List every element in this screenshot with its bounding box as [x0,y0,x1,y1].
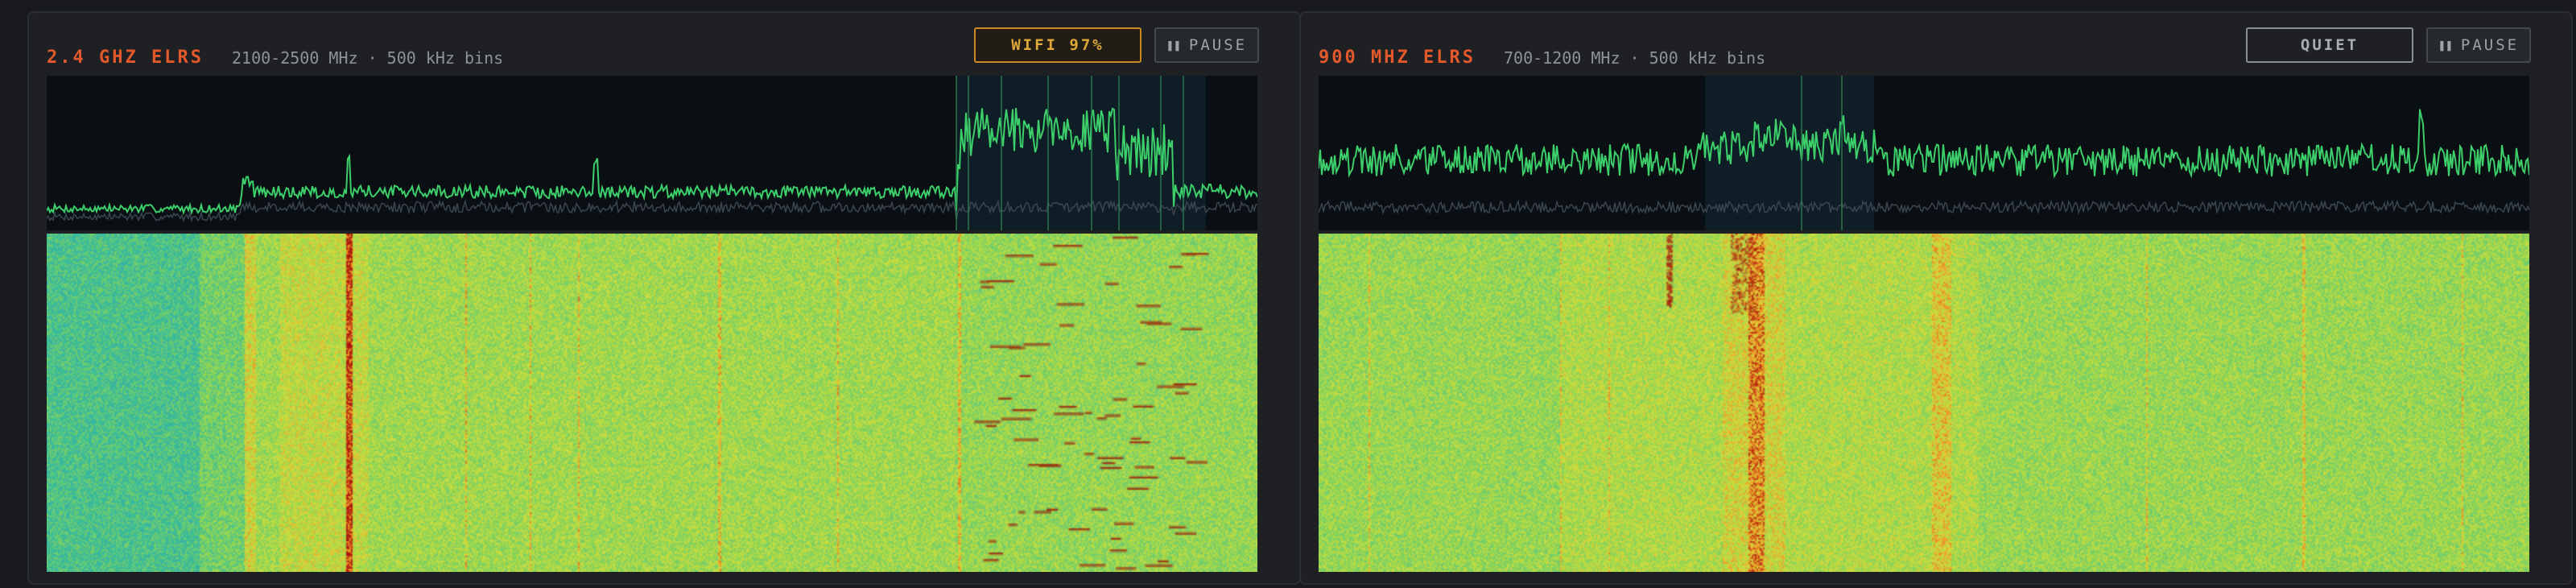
panel-subtitle: 700-1200 MHz · 500 kHz bins [1504,48,1766,68]
pause-icon: ❚❚ [2438,38,2453,52]
status-badge: QUIET [2246,27,2413,63]
spectrum-live-trace [47,107,1257,216]
spectrum-trace-plot [1319,76,2529,230]
spectrum-hold-trace [1319,199,2529,215]
waterfall-canvas [1319,234,2529,572]
status-badge: WIFI 97% [974,27,1141,63]
spectrum-trace-plot [47,76,1257,230]
spectrum-trace [47,76,1257,230]
spectrum-trace [1319,76,2529,230]
panel-subtitle: 2100-2500 MHz · 500 kHz bins [232,48,504,68]
waterfall-canvas [47,234,1257,572]
panel-title: 900 MHZ ELRS [1319,48,1476,68]
spectrum-live-trace [1319,109,2529,179]
waterfall-display [47,234,1257,572]
pause-button[interactable]: ❚❚ PAUSE [1154,27,1259,63]
spectrum-hold-trace [47,199,1257,223]
pause-button-label: PAUSE [2460,36,2520,54]
pause-icon: ❚❚ [1166,38,1181,52]
panel-title: 2.4 GHZ ELRS [47,48,204,68]
spectrum-panel-2g4: 2.4 GHZ ELRS 2100-2500 MHz · 500 kHz bin… [27,11,1301,585]
waterfall-display [1319,234,2529,572]
pause-button-label: PAUSE [1188,36,1248,54]
spectrum-panel-900m: 900 MHZ ELRS 700-1200 MHz · 500 kHz bins… [1299,11,2573,585]
pause-button[interactable]: ❚❚ PAUSE [2426,27,2531,63]
